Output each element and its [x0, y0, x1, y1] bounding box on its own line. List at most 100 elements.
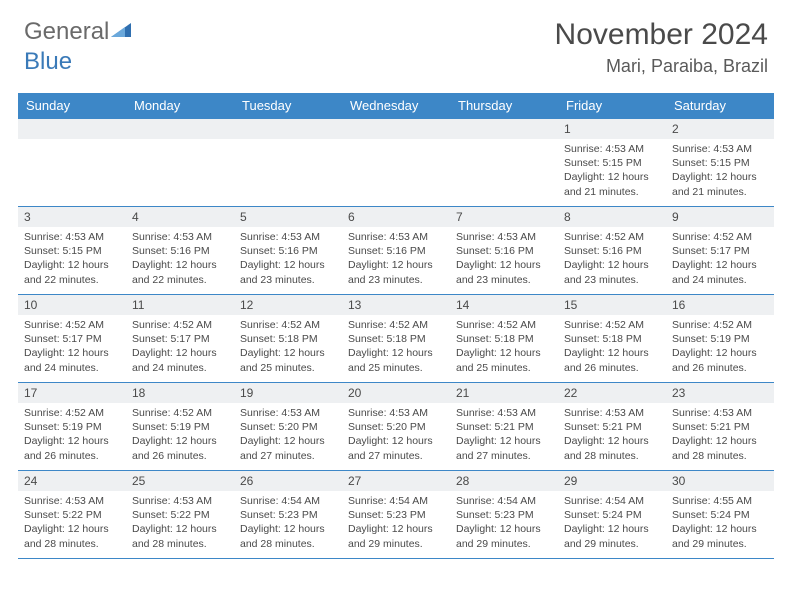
weekday-header: Monday [126, 93, 234, 119]
sunrise-text: Sunrise: 4:52 AM [24, 406, 120, 420]
sunset-text: Sunset: 5:21 PM [672, 420, 768, 434]
calendar-day: 19 Sunrise: 4:53 AMSunset: 5:20 PMDayligh… [234, 383, 342, 471]
daylight-text: Daylight: 12 hours and 23 minutes. [240, 258, 336, 286]
calendar-day: 27Sunrise: 4:54 AMSunset: 5:23 PMDayligh… [342, 471, 450, 559]
calendar-day: 4Sunrise: 4:53 AMSunset: 5:16 PMDaylight… [126, 207, 234, 295]
day-number: 9 [666, 207, 774, 227]
sunset-text: Sunset: 5:20 PM [240, 420, 336, 434]
calendar-day: 26Sunrise: 4:54 AMSunset: 5:23 PMDayligh… [234, 471, 342, 559]
sunrise-text: Sunrise: 4:53 AM [564, 142, 660, 156]
day-details: Sunrise: 4:53 AMSunset: 5:21 PMDaylight:… [450, 403, 558, 469]
day-details: Sunrise: 4:52 AMSunset: 5:18 PMDaylight:… [234, 315, 342, 381]
calendar-day: 16Sunrise: 4:52 AMSunset: 5:19 PMDayligh… [666, 295, 774, 383]
sunset-text: Sunset: 5:18 PM [348, 332, 444, 346]
daylight-text: Daylight: 12 hours and 24 minutes. [24, 346, 120, 374]
calendar-day: 7Sunrise: 4:53 AMSunset: 5:16 PMDaylight… [450, 207, 558, 295]
sunset-text: Sunset: 5:16 PM [564, 244, 660, 258]
sunset-text: Sunset: 5:16 PM [348, 244, 444, 258]
day-details: Sunrise: 4:54 AMSunset: 5:23 PMDaylight:… [234, 491, 342, 557]
daylight-text: Daylight: 12 hours and 27 minutes. [348, 434, 444, 462]
day-details: Sunrise: 4:54 AMSunset: 5:23 PMDaylight:… [342, 491, 450, 557]
day-number: 19 [234, 383, 342, 403]
sunrise-text: Sunrise: 4:52 AM [672, 318, 768, 332]
day-number: 4 [126, 207, 234, 227]
sunrise-text: Sunrise: 4:52 AM [564, 230, 660, 244]
weekday-header: Tuesday [234, 93, 342, 119]
sunset-text: Sunset: 5:22 PM [132, 508, 228, 522]
brand-logo: General [24, 18, 135, 46]
daylight-text: Daylight: 12 hours and 24 minutes. [132, 346, 228, 374]
sunrise-text: Sunrise: 4:53 AM [456, 406, 552, 420]
day-number [126, 119, 234, 139]
calendar-week: 24Sunrise: 4:53 AMSunset: 5:22 PMDayligh… [18, 471, 774, 559]
calendar-day: 1Sunrise: 4:53 AMSunset: 5:15 PMDaylight… [558, 119, 666, 207]
calendar-body: 1Sunrise: 4:53 AMSunset: 5:15 PMDaylight… [18, 119, 774, 559]
day-details: Sunrise: 4:54 AMSunset: 5:23 PMDaylight:… [450, 491, 558, 557]
day-details: Sunrise: 4:53 AMSunset: 5:15 PMDaylight:… [558, 139, 666, 205]
sunrise-text: Sunrise: 4:53 AM [672, 142, 768, 156]
sunset-text: Sunset: 5:23 PM [456, 508, 552, 522]
day-number: 28 [450, 471, 558, 491]
calendar-day: 24Sunrise: 4:53 AMSunset: 5:22 PMDayligh… [18, 471, 126, 559]
sunset-text: Sunset: 5:19 PM [132, 420, 228, 434]
title-block: November 2024 Mari, Paraiba, Brazil [555, 18, 768, 77]
sunrise-text: Sunrise: 4:52 AM [672, 230, 768, 244]
daylight-text: Daylight: 12 hours and 28 minutes. [564, 434, 660, 462]
sunset-text: Sunset: 5:23 PM [348, 508, 444, 522]
calendar-day: 5Sunrise: 4:53 AMSunset: 5:16 PMDaylight… [234, 207, 342, 295]
sunset-text: Sunset: 5:19 PM [24, 420, 120, 434]
brand-text-2-wrap: Blue [24, 48, 72, 76]
weekday-header: Sunday [18, 93, 126, 119]
sunrise-text: Sunrise: 4:54 AM [348, 494, 444, 508]
day-number: 3 [18, 207, 126, 227]
calendar-head: Sunday Monday Tuesday Wednesday Thursday… [18, 93, 774, 119]
day-number: 12 [234, 295, 342, 315]
day-number [18, 119, 126, 139]
day-details: Sunrise: 4:53 AMSunset: 5:16 PMDaylight:… [234, 227, 342, 293]
sunrise-text: Sunrise: 4:52 AM [132, 406, 228, 420]
daylight-text: Daylight: 12 hours and 28 minutes. [672, 434, 768, 462]
calendar-day [234, 119, 342, 207]
sunset-text: Sunset: 5:16 PM [456, 244, 552, 258]
sunset-text: Sunset: 5:18 PM [564, 332, 660, 346]
daylight-text: Daylight: 12 hours and 26 minutes. [564, 346, 660, 374]
day-number: 13 [342, 295, 450, 315]
sunset-text: Sunset: 5:24 PM [672, 508, 768, 522]
calendar-day: 17Sunrise: 4:52 AMSunset: 5:19 PMDayligh… [18, 383, 126, 471]
calendar-day: 8Sunrise: 4:52 AMSunset: 5:16 PMDaylight… [558, 207, 666, 295]
day-details: Sunrise: 4:52 AMSunset: 5:17 PMDaylight:… [18, 315, 126, 381]
sunrise-text: Sunrise: 4:52 AM [456, 318, 552, 332]
sunrise-text: Sunrise: 4:54 AM [240, 494, 336, 508]
sunrise-text: Sunrise: 4:54 AM [564, 494, 660, 508]
daylight-text: Daylight: 12 hours and 23 minutes. [564, 258, 660, 286]
sunrise-text: Sunrise: 4:52 AM [240, 318, 336, 332]
sunrise-text: Sunrise: 4:53 AM [672, 406, 768, 420]
sunrise-text: Sunrise: 4:53 AM [240, 406, 336, 420]
sunset-text: Sunset: 5:15 PM [672, 156, 768, 170]
day-details: Sunrise: 4:52 AMSunset: 5:18 PMDaylight:… [558, 315, 666, 381]
calendar-day: 21Sunrise: 4:53 AMSunset: 5:21 PMDayligh… [450, 383, 558, 471]
daylight-text: Daylight: 12 hours and 28 minutes. [132, 522, 228, 550]
day-number: 11 [126, 295, 234, 315]
calendar-day [342, 119, 450, 207]
day-number: 25 [126, 471, 234, 491]
daylight-text: Daylight: 12 hours and 27 minutes. [240, 434, 336, 462]
sunset-text: Sunset: 5:17 PM [24, 332, 120, 346]
day-details: Sunrise: 4:52 AMSunset: 5:19 PMDaylight:… [666, 315, 774, 381]
weekday-header: Wednesday [342, 93, 450, 119]
brand-text-2: Blue [24, 48, 72, 75]
day-number: 30 [666, 471, 774, 491]
daylight-text: Daylight: 12 hours and 29 minutes. [456, 522, 552, 550]
sunrise-text: Sunrise: 4:53 AM [24, 230, 120, 244]
day-details: Sunrise: 4:53 AMSunset: 5:22 PMDaylight:… [18, 491, 126, 557]
day-number: 26 [234, 471, 342, 491]
sunrise-text: Sunrise: 4:54 AM [456, 494, 552, 508]
daylight-text: Daylight: 12 hours and 23 minutes. [456, 258, 552, 286]
calendar-day: 28Sunrise: 4:54 AMSunset: 5:23 PMDayligh… [450, 471, 558, 559]
calendar-day: 29Sunrise: 4:54 AMSunset: 5:24 PMDayligh… [558, 471, 666, 559]
day-details: Sunrise: 4:53 AMSunset: 5:15 PMDaylight:… [18, 227, 126, 293]
sunrise-text: Sunrise: 4:53 AM [24, 494, 120, 508]
day-details: Sunrise: 4:53 AMSunset: 5:21 PMDaylight:… [558, 403, 666, 469]
calendar-week: 17Sunrise: 4:52 AMSunset: 5:19 PMDayligh… [18, 383, 774, 471]
day-number: 23 [666, 383, 774, 403]
